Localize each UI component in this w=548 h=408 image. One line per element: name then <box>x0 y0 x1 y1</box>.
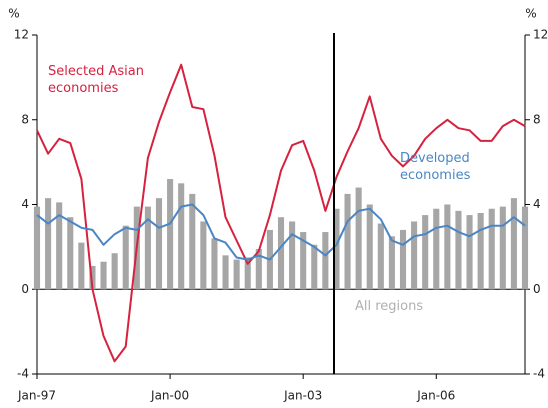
bar <box>89 265 96 290</box>
x-tick-label: Jan-06 <box>416 389 455 403</box>
bar <box>289 221 296 290</box>
bar <box>178 183 185 290</box>
developed-label: Developed economies <box>400 151 471 183</box>
bar <box>67 217 74 290</box>
bar <box>499 206 506 290</box>
bar <box>355 187 362 290</box>
x-tick-label: Jan-00 <box>150 389 189 403</box>
y-unit-left: % <box>8 7 19 21</box>
line <box>36 203 526 261</box>
y2-tick-label: 12 <box>533 28 548 42</box>
y2-tick-label: 4 <box>533 197 541 211</box>
bar <box>200 221 207 290</box>
bar <box>510 198 517 290</box>
bar <box>222 255 229 290</box>
bar <box>311 244 318 290</box>
bar <box>244 257 251 290</box>
bar <box>189 193 196 290</box>
y-tick-label: 0 <box>21 282 29 296</box>
bar <box>422 215 429 290</box>
bar <box>333 208 340 290</box>
bar <box>111 253 118 290</box>
x-tick-label: Jan-97 <box>17 389 56 403</box>
bar <box>33 206 41 290</box>
bar <box>411 221 418 290</box>
bar <box>45 198 52 290</box>
bar <box>322 232 329 290</box>
bar <box>488 208 495 290</box>
bar <box>78 242 85 290</box>
bar <box>255 248 262 290</box>
bar <box>366 204 373 290</box>
bar <box>155 198 163 290</box>
bar <box>211 238 218 290</box>
y-unit-right: % <box>525 7 536 21</box>
bar <box>100 261 107 290</box>
asian-label: Selected Asian economies <box>48 64 144 96</box>
bar <box>56 202 63 290</box>
bar <box>521 206 529 290</box>
bar <box>433 208 440 290</box>
all-regions-label: All regions <box>355 299 424 314</box>
y2-tick-label: 0 <box>533 282 541 296</box>
bar <box>455 210 462 290</box>
bar <box>399 229 407 290</box>
y-tick-label: -4 <box>17 367 29 381</box>
bar <box>167 179 174 290</box>
y-tick-label: 4 <box>21 197 29 211</box>
y-tick-label: 12 <box>14 28 29 42</box>
bar <box>388 236 395 290</box>
bar <box>144 206 151 290</box>
line <box>36 63 526 363</box>
x-tick-label: Jan-03 <box>283 389 322 403</box>
bar <box>122 225 129 290</box>
bar <box>300 232 307 290</box>
bar <box>344 193 351 290</box>
y-tick-label: 8 <box>21 112 29 126</box>
bar <box>233 259 240 290</box>
bar <box>466 215 473 290</box>
bar <box>444 204 451 290</box>
bar <box>277 217 285 290</box>
y2-tick-label: -4 <box>533 367 545 381</box>
bar <box>477 212 484 290</box>
y2-tick-label: 8 <box>533 112 541 126</box>
bar <box>377 223 384 290</box>
